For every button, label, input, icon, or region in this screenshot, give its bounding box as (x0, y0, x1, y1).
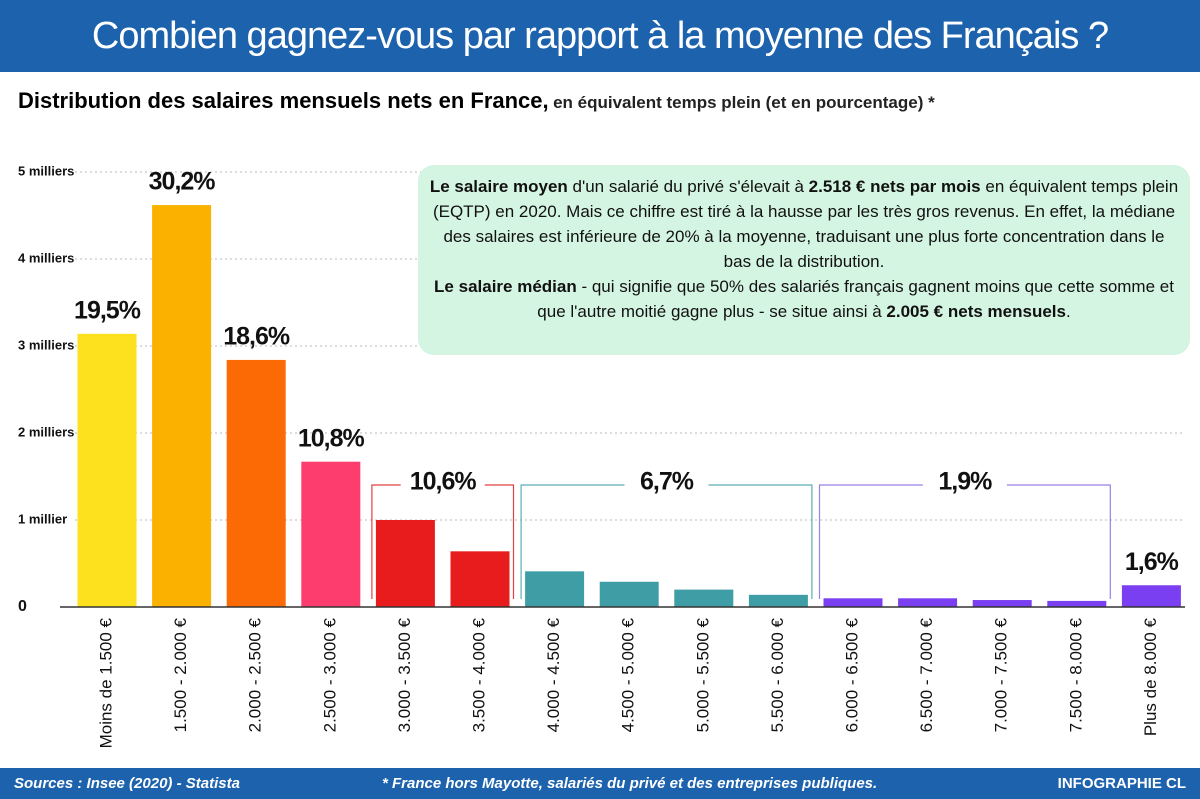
bar (375, 520, 435, 607)
footer: Sources : Insee (2020) - Statista * Fran… (0, 768, 1200, 799)
group-label-bg (922, 471, 1007, 499)
y-tick-label: 3 milliers (18, 337, 74, 352)
note-text: d'un salarié du privé s'élevait à (567, 177, 809, 196)
chart: 0 1 millier 2 milliers 3 milliers 4 milliers… (18, 163, 1185, 748)
footnote: * France hors Mayotte, salariés du privé… (382, 775, 878, 792)
subtitle-detail: en équivalent temps plein (et en pourcen… (553, 93, 935, 112)
x-tick-label: 6.000 - 6.500 € (842, 617, 861, 732)
bar (301, 461, 361, 607)
note-highlight: Le salaire moyen (429, 177, 568, 196)
x-tick-label: Plus de 8.000 € (1141, 617, 1160, 736)
bar-label: 19,5% (74, 296, 141, 324)
y-tick-label: 5 milliers (18, 163, 74, 178)
note-paragraph: Le salaire médian - qui signifie que 50%… (428, 274, 1180, 324)
x-tick-label: 4.000 - 4.500 € (544, 617, 563, 732)
group-label-bg (624, 471, 709, 499)
bar (674, 589, 734, 607)
credit: INFOGRAPHIE CL (1057, 775, 1186, 792)
note-highlight: 2.005 € nets mensuels (886, 302, 1066, 321)
group-label: 1,9% (938, 468, 992, 496)
group-label: 10,6% (410, 468, 477, 496)
x-tick-label: 5.000 - 5.500 € (693, 617, 712, 732)
x-tick-label: Moins de 1.500 € (96, 617, 115, 748)
y-tick-label: 4 milliers (18, 250, 74, 265)
x-tick-label: 3.000 - 3.500 € (395, 617, 414, 732)
x-tick-label: 3.500 - 4.000 € (469, 617, 488, 732)
bar (450, 551, 510, 607)
title: Combien gagnez-vous par rapport à la moy… (0, 0, 1200, 72)
bar-label: 18,6% (223, 323, 290, 351)
x-tick-label: 7.500 - 8.000 € (1066, 617, 1085, 732)
x-tick-label: 4.500 - 5.000 € (619, 617, 638, 732)
y-tick-label: 0 (18, 598, 27, 615)
group-label: 6,7% (640, 468, 694, 496)
y-tick-label: 1 millier (18, 511, 67, 526)
bar (599, 581, 659, 607)
bar (226, 359, 286, 607)
x-tick-label: 7.000 - 7.500 € (992, 617, 1011, 732)
group-bracket (818, 484, 1111, 599)
bar (77, 333, 137, 607)
note-box: Le salaire moyen d'un salarié du privé s… (418, 165, 1190, 355)
bar (898, 598, 958, 607)
subtitle-main: Distribution des salaires mensuels nets … (18, 88, 549, 113)
note-text: . (1065, 302, 1071, 321)
note-text: - qui signifie que 50% des salariés fran… (537, 277, 1174, 321)
bar-label: 10,8% (298, 424, 365, 452)
x-tick-label: 2.500 - 3.000 € (320, 617, 339, 732)
x-tick-label: 1.500 - 2.000 € (171, 617, 190, 732)
bar-label: 30,2% (149, 168, 216, 196)
sources: Sources : Insee (2020) - Statista (14, 775, 240, 792)
bar-label: 1,6% (1125, 548, 1179, 576)
bar (1121, 585, 1181, 607)
bar (972, 600, 1032, 607)
note-text: en équivalent temps plein (EQTP) en 2020… (432, 177, 1179, 271)
group-label-bg (400, 471, 485, 499)
bar (1047, 600, 1107, 607)
y-tick-label: 2 milliers (18, 424, 74, 439)
x-tick-label: 6.500 - 7.000 € (917, 617, 936, 732)
bar (525, 571, 585, 607)
bar (823, 598, 883, 607)
bar (748, 594, 808, 607)
x-tick-label: 2.000 - 2.500 € (246, 617, 265, 732)
bar (152, 205, 212, 607)
note-highlight: 2.518 € nets par mois (808, 177, 981, 196)
x-tick-label: 5.500 - 6.000 € (768, 617, 787, 732)
note-paragraph: Le salaire moyen d'un salarié du privé s… (428, 174, 1180, 274)
subtitle: Distribution des salaires mensuels nets … (18, 88, 935, 114)
note-highlight: Le salaire médian (434, 277, 577, 296)
